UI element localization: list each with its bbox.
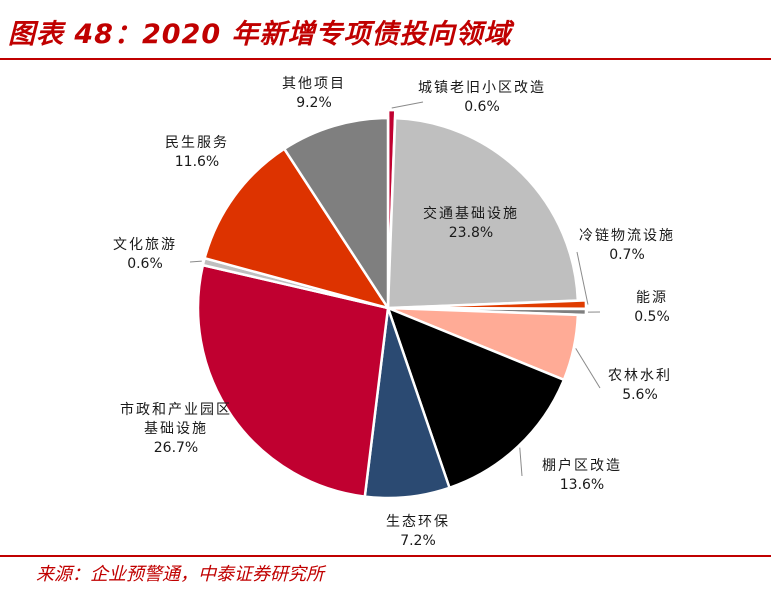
pie-slice-2 xyxy=(386,116,580,310)
slice-label-name-1: 城镇老旧小区改造 xyxy=(418,80,546,96)
slice-label-name-3: 冷链物流设施 xyxy=(579,228,675,244)
slice-label-value-10: 11.6% xyxy=(175,154,219,170)
pie-slice-6 xyxy=(385,305,566,490)
source-rule xyxy=(0,555,771,557)
slice-label-name-8-2: 基础设施 xyxy=(144,420,208,437)
slice-label-value-5: 5.6% xyxy=(622,387,658,403)
chart-title: 图表 48：2020 年新增专项债投向领域 xyxy=(8,19,512,50)
slice-label-name-10: 民生服务 xyxy=(165,135,229,151)
slice-label-name-2: 交通基础设施 xyxy=(423,205,519,222)
slice-label-name-8-1: 市政和产业园区 xyxy=(120,401,232,418)
slice-label-value-4: 0.5% xyxy=(634,309,670,325)
slice-label-name-6: 棚户区改造 xyxy=(542,457,622,474)
slice-label-value-1: 0.6% xyxy=(464,99,500,115)
slice-label-name-4: 能源 xyxy=(636,290,668,306)
slice-label-value-6: 13.6% xyxy=(560,477,604,493)
leader-line-9 xyxy=(189,260,202,263)
slice-label-value-9: 0.6% xyxy=(127,256,163,272)
title-rule xyxy=(0,58,771,60)
slice-label-name-9: 文化旅游 xyxy=(113,237,177,253)
slice-label-value-11: 9.2% xyxy=(296,95,332,111)
slice-label-name-5: 农林水利 xyxy=(608,368,672,384)
pie-slice-8 xyxy=(196,263,390,498)
leader-line-3 xyxy=(576,251,589,305)
leader-line-5 xyxy=(575,348,601,389)
slice-label-value-2: 23.8% xyxy=(449,225,493,241)
leader-line-6 xyxy=(519,447,523,477)
slice-label-name-11: 其他项目 xyxy=(282,76,346,92)
leader-line-1 xyxy=(391,101,424,109)
source-note: 来源：企业预警通，中泰证券研究所 xyxy=(36,564,324,585)
slice-label-value-3: 0.7% xyxy=(609,247,645,263)
slice-label-name-7: 生态环保 xyxy=(386,514,450,530)
pie-slice-10 xyxy=(203,147,391,311)
slice-label-value-7: 7.2% xyxy=(400,533,436,549)
slice-label-value-8: 26.7% xyxy=(154,440,198,456)
pie-slice-11 xyxy=(282,116,390,313)
